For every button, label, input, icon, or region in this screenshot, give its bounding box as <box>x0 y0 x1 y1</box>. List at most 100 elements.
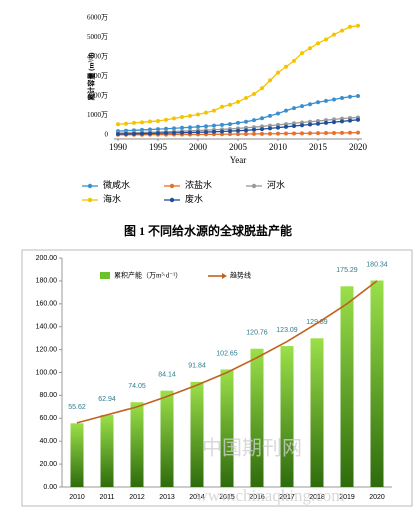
point <box>172 130 176 135</box>
point <box>348 118 352 123</box>
y-tick-label: 0 <box>105 131 109 139</box>
point <box>316 121 320 126</box>
value-label: 91.84 <box>188 363 206 370</box>
point <box>268 126 272 131</box>
point <box>116 122 120 127</box>
point <box>220 104 224 109</box>
point <box>348 130 352 135</box>
point <box>156 118 160 123</box>
point <box>252 131 256 136</box>
value-label: 84.14 <box>158 372 176 379</box>
point <box>340 130 344 135</box>
legend-swatch <box>100 272 110 279</box>
point <box>340 119 344 124</box>
chart-frame <box>21 249 413 507</box>
point <box>292 58 296 63</box>
point <box>324 37 328 42</box>
point <box>180 115 184 120</box>
y-tick-label: 160.00 <box>36 301 58 308</box>
point <box>308 102 312 107</box>
x-tick-label: 2010 <box>69 494 85 501</box>
bar <box>310 338 324 487</box>
point <box>332 32 336 37</box>
point <box>156 131 160 136</box>
point <box>188 125 192 130</box>
point <box>164 131 168 136</box>
y-tick-label: 40.00 <box>39 438 57 445</box>
point <box>276 131 280 136</box>
point <box>196 130 200 135</box>
point <box>228 102 232 107</box>
point <box>180 125 184 130</box>
y-tick-label: 20.00 <box>39 461 57 468</box>
x-tick-label: 2012 <box>129 494 145 501</box>
bar <box>70 423 84 487</box>
point <box>252 118 256 123</box>
legend-marker <box>251 183 257 189</box>
point <box>220 122 224 127</box>
caption: 图 1 不同给水源的全球脱盐产能 <box>124 223 292 238</box>
x-tick-label: 2019 <box>339 494 355 501</box>
legend-marker <box>169 197 175 203</box>
x-tick-label: 2015 <box>219 494 235 501</box>
point <box>132 131 136 136</box>
point <box>308 122 312 127</box>
y-tick-label: 140.00 <box>36 324 58 331</box>
point <box>204 130 208 135</box>
point <box>188 130 192 135</box>
point <box>316 100 320 105</box>
point <box>196 112 200 117</box>
y-tick-label: 4000万 <box>87 53 108 61</box>
point <box>284 131 288 136</box>
point <box>148 131 152 136</box>
x-tick-label: 2010 <box>269 142 288 152</box>
point <box>356 130 360 135</box>
point <box>300 51 304 56</box>
point <box>116 132 120 137</box>
x-tick-label: 2020 <box>349 142 368 152</box>
bar <box>250 348 264 487</box>
bar <box>190 381 204 487</box>
point <box>292 131 296 136</box>
point <box>132 120 136 125</box>
point <box>244 95 248 100</box>
point <box>140 131 144 136</box>
x-axis-label: Year <box>230 155 247 165</box>
x-tick-label: 2013 <box>159 494 175 501</box>
point <box>252 127 256 132</box>
point <box>276 70 280 75</box>
y-tick-label: 180.00 <box>36 278 58 285</box>
y-tick-label: 100.00 <box>36 369 58 376</box>
point <box>244 131 248 136</box>
point <box>204 110 208 115</box>
legend-marker <box>87 183 93 189</box>
point <box>356 117 360 122</box>
value-label: 123.09 <box>276 327 298 334</box>
legend-label: 海水 <box>103 193 121 204</box>
value-label: 180.34 <box>366 261 388 268</box>
point <box>180 130 184 135</box>
point <box>260 127 264 132</box>
point <box>332 120 336 125</box>
x-tick-label: 2000 <box>189 142 208 152</box>
x-tick-label: 2016 <box>249 494 265 501</box>
point <box>348 94 352 99</box>
point <box>348 24 352 29</box>
point <box>172 116 176 121</box>
trend-line <box>76 280 378 424</box>
point <box>140 120 144 125</box>
x-tick-label: 2018 <box>309 494 325 501</box>
point <box>212 123 216 128</box>
point <box>212 108 216 113</box>
point <box>316 41 320 46</box>
point <box>356 23 360 28</box>
point <box>244 128 248 133</box>
point <box>156 127 160 132</box>
legend-label: 浓盐水 <box>185 179 212 190</box>
point <box>300 131 304 136</box>
point <box>284 124 288 129</box>
legend-marker <box>87 197 93 203</box>
x-tick-label: 1990 <box>109 142 128 152</box>
y-tick-label: 60.00 <box>39 415 57 422</box>
point <box>340 28 344 33</box>
